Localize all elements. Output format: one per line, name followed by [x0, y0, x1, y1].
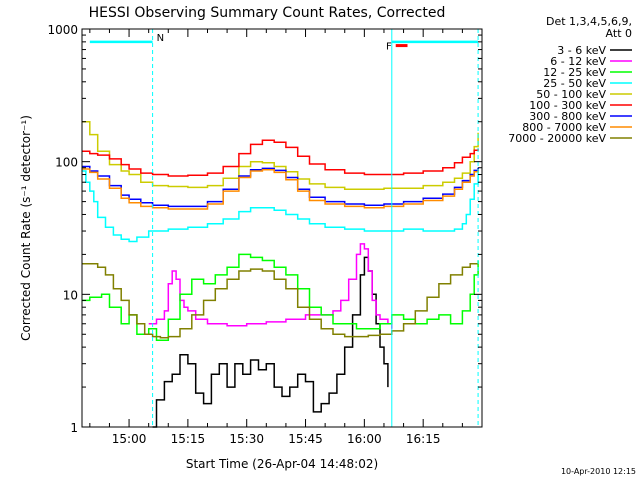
y-tick-label: 10: [63, 288, 78, 302]
series-line-6-12-kev: [148, 243, 393, 329]
legend-label-300-800-kev: 300 - 800 keV: [529, 110, 606, 123]
series-line-100-300-kev: [82, 139, 479, 177]
x-tick-label: 16:00: [347, 432, 382, 446]
series-line-12-25-kev: [82, 253, 479, 342]
series-line-7000-20000-kev: [82, 263, 479, 339]
legend-label-3-6-kev: 3 - 6 keV: [557, 44, 606, 57]
y-tick-label: 100: [55, 156, 78, 170]
y-axis-label: Corrected Count Rate (s⁻¹ detector⁻¹): [19, 115, 33, 341]
annotation-layer: NF: [89, 29, 479, 427]
series-line-800-7000-kev: [82, 168, 479, 210]
x-tick-label: 15:45: [288, 432, 323, 446]
y-tick-label: 1000: [47, 23, 78, 37]
x-axis-label: Start Time (26-Apr-04 14:48:02): [186, 457, 378, 471]
legend-header-line-1: Det 1,3,4,5,6,9,: [546, 15, 632, 28]
y-tick-label: 1: [70, 421, 78, 435]
legend-label-12-25-kev: 12 - 25 keV: [543, 66, 606, 79]
legend-label-800-7000-kev: 800 - 7000 keV: [522, 121, 606, 134]
legend-header-line-2: Att 0: [606, 27, 632, 40]
series-layer: [82, 120, 479, 428]
legend-label-25-50-kev: 25 - 50 keV: [543, 77, 606, 90]
legend-label-7000-20000-kev: 7000 - 20000 keV: [508, 132, 606, 145]
x-tick-label: 15:30: [229, 432, 264, 446]
chart-title: HESSI Observing Summary Count Rates, Cor…: [89, 5, 446, 21]
series-line-50-100-kev: [82, 120, 479, 190]
legend-label-50-100-kev: 50 - 100 keV: [536, 88, 606, 101]
plot-frame: [81, 28, 483, 428]
footer-date: 10-Apr-2010 12:15: [561, 467, 636, 476]
x-tick-label: 15:00: [112, 432, 147, 446]
x-tick-label: 15:15: [171, 432, 206, 446]
series-line-3-6-kev: [152, 256, 389, 428]
series-line-25-50-kev: [82, 167, 479, 243]
x-tick-label: 16:15: [406, 432, 441, 446]
night-label: N: [157, 33, 164, 44]
flare-label: F: [386, 42, 392, 53]
axis-layer: 15:00 15:15 15:30 15:45 16:00 16:15 1 10 100 1000: [47, 23, 482, 446]
legend-label-6-12-kev: 6 - 12 keV: [550, 55, 606, 68]
legend-label-100-300-kev: 100 - 300 keV: [529, 99, 606, 112]
